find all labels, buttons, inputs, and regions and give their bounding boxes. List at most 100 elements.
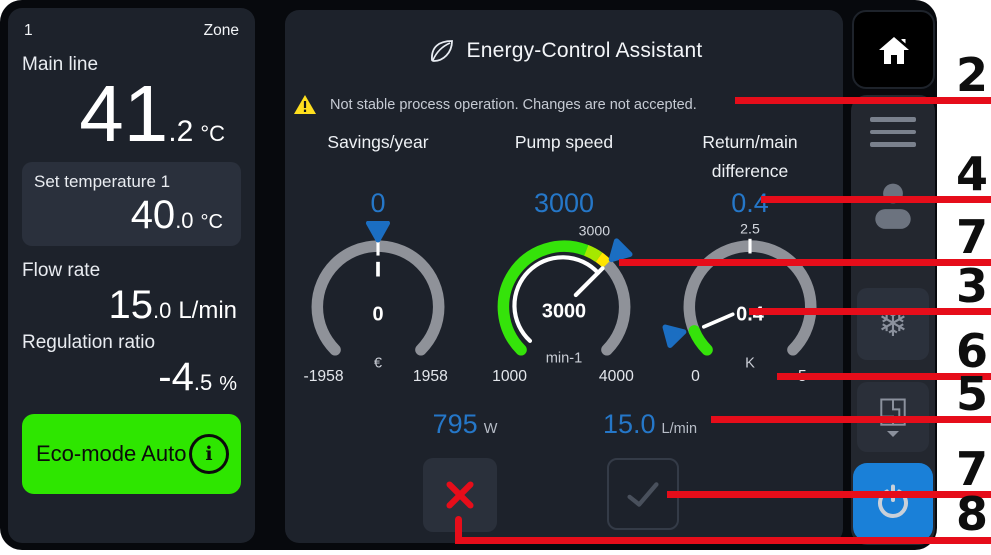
svg-text:2.5: 2.5 [740,221,760,237]
gauge-return-main-difference[interactable]: Return/main difference 0.4 2.5 0.4 [660,128,840,404]
callout-line-3 [749,308,991,315]
warning-row: Not stable process operation. Changes ar… [293,94,837,116]
flow-unit: L/min [661,421,698,437]
gauge-label: Return/main difference [702,132,798,181]
svg-text:3000: 3000 [542,300,586,322]
regulation-ratio-label: Regulation ratio [22,332,156,353]
svg-text:€: € [374,356,382,372]
user-icon [875,183,911,229]
svg-text:1000: 1000 [492,368,527,385]
eco-mode-label: Eco-mode Auto [36,441,187,466]
gauge-label: Savings/year [327,132,429,152]
power-icon [878,484,908,518]
home-icon [878,36,909,64]
set-temperature-decimal: .0 [175,208,194,233]
callout-number-7a: 7 [955,210,988,264]
set-temperature-value-row: 40 .0 °C [34,194,227,236]
flow-rate-value: 15 [108,283,153,327]
flow-rate-unit: L/min [178,297,237,324]
svg-text:-1958: -1958 [303,368,343,385]
energy-control-panel: Energy-Control Assistant Not stable proc… [285,10,843,543]
callout-number-3: 3 [955,259,988,313]
set-temperature-label: Set temperature 1 [34,172,171,191]
gauge-needle [701,312,735,329]
main-line-temperature: 41 .2 °C [22,72,241,156]
savings-gauge-dial: 0 € -1958 1958 [303,220,448,385]
power-unit: W [483,421,498,437]
warning-icon [294,95,316,114]
regulation-ratio-value: -4 [158,355,194,399]
power-consumption-readout: 795 W [405,409,525,440]
user-button[interactable] [851,181,935,231]
svg-text:4000: 4000 [599,368,634,385]
gauge-needle [573,266,605,298]
device-screen: 1 Zone Main line 41 .2 °C Set temperatur… [0,0,937,550]
gauge-marker [608,238,633,263]
callout-line-5 [711,416,991,423]
callout-number-8: 8 [955,487,988,541]
zone-status-panel: 1 Zone Main line 41 .2 °C Set temperatur… [8,8,255,543]
svg-text:K: K [745,356,755,372]
callout-number-7b: 7 [955,442,988,496]
callout-number-5: 5 [955,367,988,421]
svg-text:0: 0 [691,368,700,385]
flow-rate-label: Flow rate [22,260,101,281]
gauge-setpoint-value[interactable]: 0.4 [731,188,769,218]
svg-text:1958: 1958 [413,368,448,385]
gauge-setpoint-value[interactable]: 3000 [533,188,595,218]
home-button[interactable] [852,10,935,89]
gauge-pump-speed[interactable]: Pump speed 3000 3000 [474,128,654,404]
leaf-icon [430,40,453,62]
callout-number-6: 6 [955,324,988,378]
callout-line-4 [761,196,991,203]
callout-line-2 [735,97,991,104]
set-temperature-field[interactable]: Set temperature 1 40 .0 °C [22,162,241,246]
zone-index: 1 [24,22,33,39]
gauge-savings-year[interactable]: Savings/year 0 0 € -1958 19 [288,128,468,404]
callout-line-8 [455,537,991,544]
gauge-label: Pump speed [514,132,614,152]
regulation-ratio-value-row: -4 .5 % [22,356,241,398]
zone-label: Zone [203,22,239,39]
panel-title-row: Energy-Control Assistant [285,36,843,66]
callout-line-6 [777,373,991,380]
hamburger-icon [870,117,916,122]
gauges-row: Savings/year 0 0 € -1958 19 [285,128,843,404]
power-button[interactable] [853,463,933,541]
flow-rate-decimal: .0 [152,298,172,323]
main-line-label: Main line [22,54,99,75]
confirm-check-icon [627,482,659,507]
floorplan-icon [880,398,906,426]
cooling-button[interactable]: ❄ [857,288,929,360]
chevron-down-icon [887,430,899,437]
panel-title: Energy-Control Assistant [466,39,703,62]
info-icon[interactable]: i [189,434,229,474]
main-line-decimal: .2 [168,115,194,148]
callout-line-7a [619,259,991,266]
svg-text:0: 0 [372,303,383,325]
cancel-x-icon [446,481,474,509]
gauge-marker [365,220,391,243]
power-value: 795 [432,409,478,439]
flow-rate-value-row: 15 .0 L/min [22,284,241,326]
sidebar: ❄ [851,95,935,545]
regulation-ratio-unit: % [219,373,237,395]
menu-button[interactable] [851,117,935,147]
set-temperature-value: 40 [130,193,176,237]
eco-mode-button[interactable]: Eco-mode Auto i [22,414,241,494]
svg-text:min-1: min-1 [546,350,583,366]
main-line-value: 41 [79,69,169,158]
gauge-marker [662,324,687,348]
warning-text: Not stable process operation. Changes ar… [330,97,697,113]
callout-line-8-vertical [455,516,462,544]
gauge-setpoint-value[interactable]: 0 [370,188,386,218]
svg-text:3000: 3000 [579,223,611,239]
set-temperature-unit: °C [200,211,223,233]
flow-value: 15.0 [602,409,656,439]
flow-readout: 15.0 L/min [585,409,715,440]
callout-number-4: 4 [955,147,988,201]
callout-line-7b [667,491,991,498]
zone-header: 1 Zone [22,20,241,40]
main-line-unit: °C [200,121,225,146]
